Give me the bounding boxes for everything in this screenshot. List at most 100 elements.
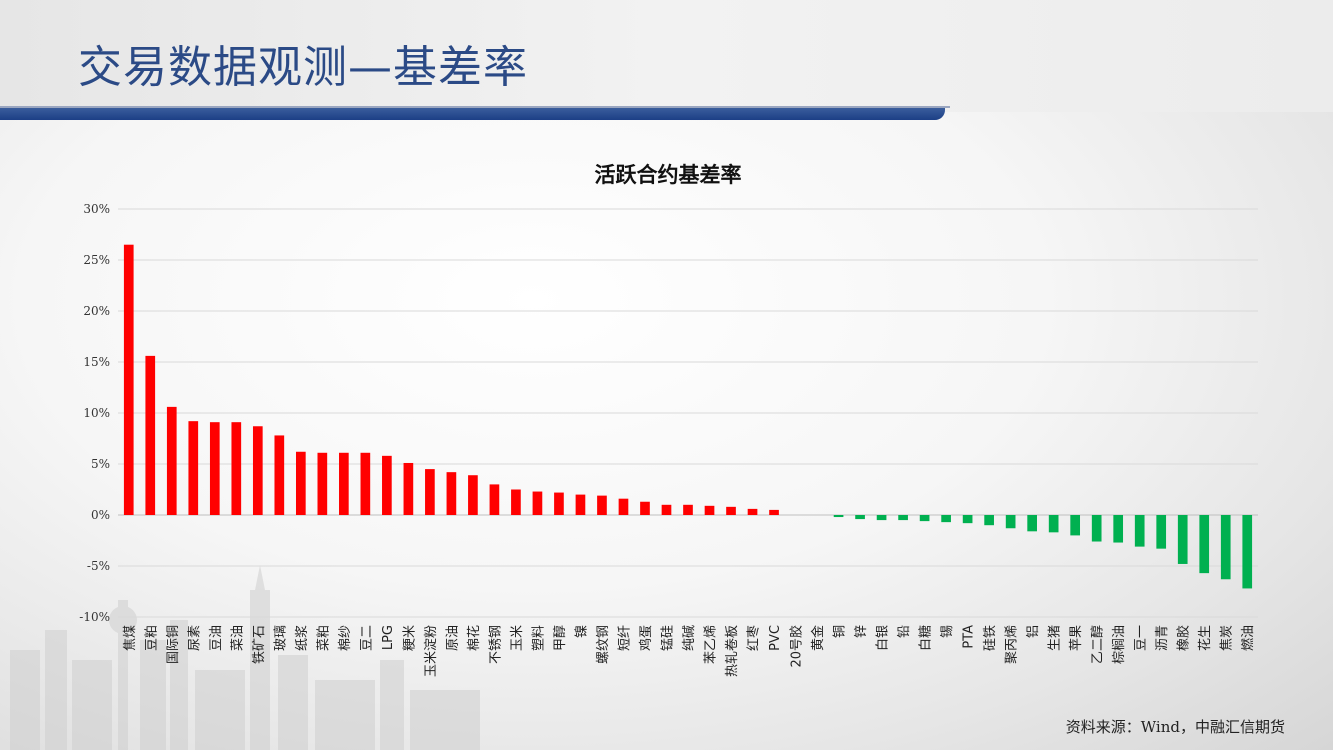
bar-焦炭 [1220, 515, 1231, 580]
x-category-label: 菜粕 [316, 625, 331, 651]
x-category-label: 玉米 [510, 625, 525, 651]
bar-花生 [1199, 515, 1210, 574]
x-category-label: 红枣 [746, 625, 762, 651]
x-category-label: 豆粕 [144, 625, 159, 651]
bar-铁矿石 [252, 426, 263, 515]
bar-豆粕 [145, 355, 156, 515]
bar-短纤 [618, 498, 629, 515]
bar-菜油 [231, 422, 242, 515]
x-category-label: 铜 [833, 625, 848, 638]
x-category-label: 玻璃 [273, 625, 288, 651]
x-category-label: 鸡蛋 [638, 625, 654, 651]
y-tick-label: 25% [83, 253, 110, 267]
y-tick-label: 10% [83, 406, 110, 420]
bar-塑料 [532, 491, 543, 515]
x-category-label: 螺纹钢 [596, 625, 611, 664]
x-category-label: 燃油 [1240, 625, 1256, 651]
bar-棉花 [468, 475, 478, 515]
bar-白糖 [919, 515, 930, 522]
bar-生猪 [1048, 515, 1059, 533]
x-category-label: 锡 [940, 625, 955, 638]
x-category-label: 豆一 [1134, 625, 1149, 651]
bar-聚丙烯 [1005, 515, 1016, 529]
bar-红枣 [747, 508, 758, 515]
x-category-label: 豆油 [209, 625, 224, 651]
header-divider-thin [0, 106, 950, 108]
x-category-label: 焦煤 [123, 625, 138, 651]
x-category-label: 聚丙烯 [1005, 625, 1020, 664]
x-category-label: 棉花 [466, 625, 482, 651]
x-category-label: 花生 [1197, 625, 1213, 651]
x-axis-category-labels: 焦煤 豆粕 国际铜 尿素 豆油 菜油 铁矿石 玻璃 纸浆 菜粕 棉纱 豆二 LPG 粳米 玉米淀粉 原油 棉花不… [123, 625, 1256, 677]
x-category-label: 苯乙烯 [704, 625, 719, 664]
bar-棕榈油 [1113, 515, 1124, 543]
bar-菜粕 [317, 452, 328, 515]
x-category-label: 20号胶 [789, 625, 805, 668]
x-category-label: 黄金 [810, 625, 826, 651]
x-category-label: 生猪 [1048, 625, 1063, 651]
x-category-label: 原油 [445, 625, 460, 651]
bar-锰硅 [661, 504, 672, 515]
header-background [0, 0, 1333, 112]
bar-苯乙烯 [704, 505, 715, 515]
bar-纯碱 [683, 504, 693, 515]
bar-LPG [382, 455, 392, 515]
x-category-label: 铝 [1026, 625, 1041, 638]
x-category-label: 橡胶 [1176, 625, 1192, 651]
chart-title: 活跃合约基差率 [595, 163, 742, 187]
x-category-label: 国际铜 [166, 625, 181, 664]
bar-沥青 [1156, 515, 1167, 549]
bar-纸浆 [295, 451, 306, 515]
x-category-label: 豆二 [359, 625, 374, 651]
bar-PVC [769, 509, 779, 515]
page-title: 交易数据观测—基差率 [78, 42, 528, 93]
bar-棉纱 [339, 452, 349, 515]
y-tick-label: 20% [83, 304, 110, 318]
bar-豆一 [1134, 515, 1145, 547]
x-category-label: 粳米 [402, 625, 417, 651]
x-category-label: 纯碱 [682, 625, 697, 651]
x-category-label: 锌 [854, 625, 869, 638]
x-category-label: PTA [962, 625, 977, 649]
x-category-label: 不锈钢 [488, 625, 503, 664]
x-category-label: LPG [381, 625, 396, 650]
source-note: 资料来源：Wind，中融汇信期货 [1065, 718, 1285, 736]
x-category-label: 沥青 [1155, 625, 1170, 651]
bar-玉米淀粉 [425, 469, 435, 515]
bar-螺纹钢 [597, 495, 607, 515]
x-category-label: 塑料 [531, 625, 546, 651]
y-tick-label: -10% [79, 610, 110, 624]
bar-铅 [898, 515, 908, 521]
bar-镍 [575, 494, 586, 515]
bar-豆二 [360, 452, 371, 515]
bar-铜 [833, 515, 844, 518]
bar-PTA [962, 515, 973, 524]
bar-玻璃 [274, 435, 285, 515]
x-category-label: 乙二醇 [1090, 625, 1106, 664]
x-category-label: 镍 [574, 625, 589, 638]
bar-甲醇 [554, 492, 564, 515]
bar-原油 [446, 472, 457, 515]
y-tick-label: -5% [87, 559, 110, 573]
x-category-label: 铅 [897, 625, 912, 638]
city-skyline-decoration [10, 565, 480, 750]
bar-不锈钢 [489, 484, 500, 515]
bar-鸡蛋 [640, 501, 650, 515]
chart-bars [123, 244, 1253, 589]
x-category-label: PVC [768, 625, 783, 651]
bar-铝 [1027, 515, 1037, 532]
x-category-label: 纸浆 [295, 625, 310, 651]
bar-焦煤 [123, 244, 134, 515]
x-category-label: 棉纱 [338, 625, 353, 651]
x-category-label: 热轧卷板 [724, 625, 740, 677]
x-category-label: 焦炭 [1220, 625, 1235, 651]
bar-豆油 [209, 422, 220, 515]
x-category-label: 玉米淀粉 [424, 625, 439, 677]
y-tick-label: 30% [83, 202, 110, 216]
x-category-label: 短纤 [617, 625, 632, 651]
bar-苹果 [1070, 515, 1081, 536]
x-category-label: 棕榈油 [1112, 625, 1127, 664]
y-tick-label: 0% [91, 508, 110, 522]
